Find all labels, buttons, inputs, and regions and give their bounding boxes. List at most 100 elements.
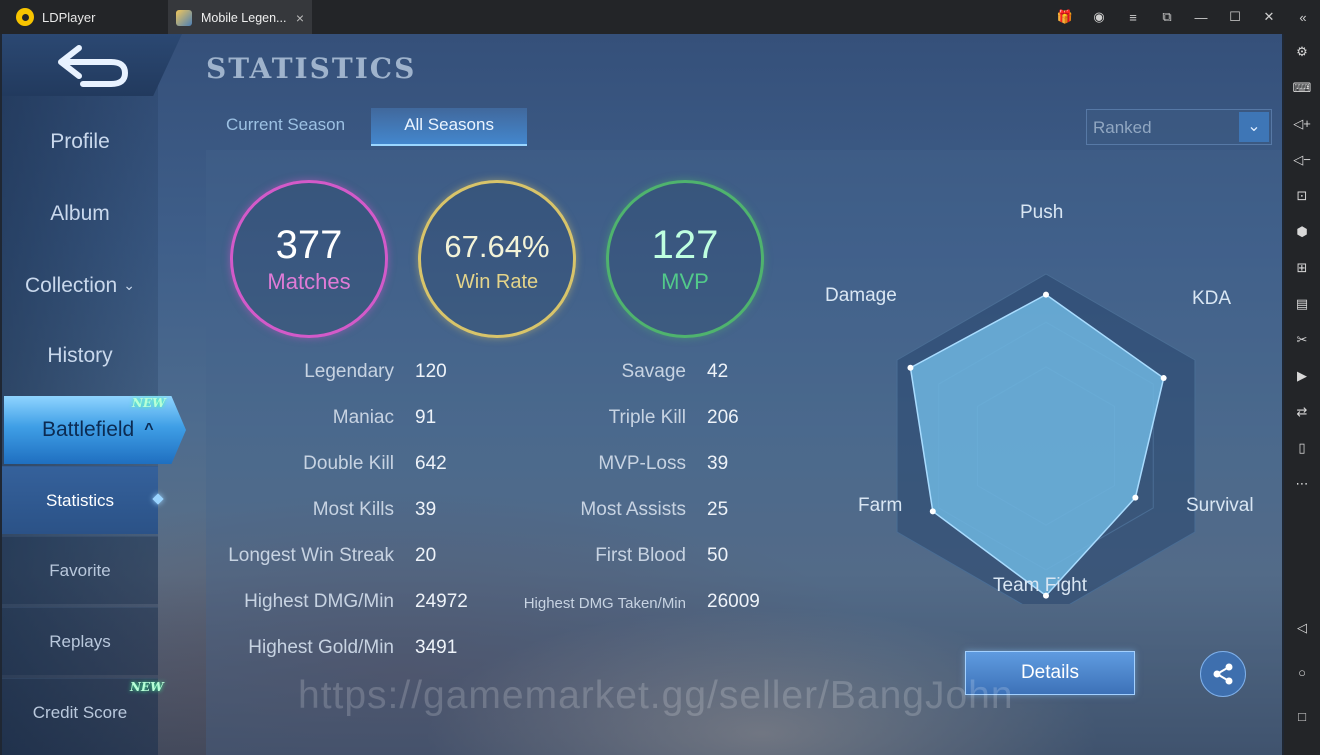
tab-current-season[interactable]: Current Season <box>226 115 346 134</box>
stat-value: 39 <box>707 453 729 474</box>
tab-all-seasons[interactable]: All Seasons <box>371 108 528 146</box>
stat-row-highest-dmg-min: Highest DMG/Min <box>2 591 394 617</box>
minimize-button[interactable]: — <box>1194 9 1208 25</box>
stat-value: 39 <box>415 499 437 520</box>
app-name: LDPlayer <box>42 9 96 25</box>
stat-row-triple-kill: Triple Kill <box>2 407 686 433</box>
sub-nav-replays[interactable]: Replays <box>2 607 158 675</box>
close-button[interactable]: ✕ <box>1263 9 1275 24</box>
stat-label: Maniac <box>332 407 394 428</box>
stat-value: 24972 <box>415 591 468 612</box>
maximize-button[interactable]: ☐ <box>1229 9 1241 24</box>
back-nav-icon[interactable]: ◁ <box>1297 620 1307 635</box>
new-badge-credit: NEW <box>130 680 164 694</box>
pip-icon[interactable]: ⧉ <box>1162 9 1172 24</box>
radar-label-kda: KDA <box>1192 288 1232 309</box>
gift-icon[interactable]: 🎁 <box>1056 9 1074 24</box>
stat-value: 3491 <box>415 637 458 658</box>
stat-row-maniac: Maniac <box>2 407 394 433</box>
stat-row-most-kills: Most Kills <box>2 499 394 525</box>
stat-label: Highest DMG Taken/Min <box>523 595 686 612</box>
volume-down-icon[interactable]: ◁− <box>1293 152 1311 167</box>
mvp-value: 127 <box>651 223 719 267</box>
nav-profile[interactable]: Profile <box>50 130 110 153</box>
details-button[interactable]: Details <box>965 651 1135 695</box>
scissors-icon[interactable]: ✂ <box>1296 332 1308 347</box>
radar-point-push <box>1043 291 1049 298</box>
sub-nav-favorite[interactable]: Favorite <box>2 536 158 604</box>
sync-icon[interactable]: ⇄ <box>1296 404 1308 419</box>
sub-nav-statistics[interactable]: Statistics <box>2 466 158 534</box>
apk-icon[interactable]: ▤ <box>1295 296 1309 311</box>
multi-instance-icon[interactable]: ▯ <box>1298 440 1306 455</box>
game-tab-title: Mobile Legen... <box>201 11 287 25</box>
stat-label: Most Kills <box>312 499 394 520</box>
title-bar: LDPlayer Mobile Legen... × 🎁 ◉ ≡ ⧉ — ☐ ✕… <box>0 0 1320 34</box>
radar-label-farm: Farm <box>858 495 903 516</box>
stat-label: Highest Gold/Min <box>248 637 394 658</box>
stat-row-double-kill: Double Kill <box>2 453 394 479</box>
share-button[interactable] <box>1200 651 1246 697</box>
stat-label: First Blood <box>595 545 686 566</box>
stat-label: MVP-Loss <box>598 453 686 474</box>
record-icon[interactable]: ▶ <box>1297 368 1307 383</box>
add-icon[interactable]: ⊞ <box>1296 260 1308 275</box>
nav-album[interactable]: Album <box>50 202 110 225</box>
right-toolbar: ⚙ ⌨ ◁+ ◁− ⊡ ⬢ ⊞ ▤ ✂ ▶ ⇄ ▯ ⋯ ◁ ○ □ <box>1284 34 1320 755</box>
collapse-toolbar-icon[interactable]: « <box>1299 9 1307 25</box>
stat-row-highest-dmg-taken: Highest DMG Taken/Min <box>2 595 686 621</box>
stat-row-legendary: Legendary <box>2 361 394 387</box>
more-icon[interactable]: ⋯ <box>1295 476 1309 491</box>
stat-label: Longest Win Streak <box>228 545 394 566</box>
stat-value: 50 <box>707 545 729 566</box>
window-controls: 🎁 ◉ ≡ ⧉ — ☐ ✕ « <box>1048 0 1320 34</box>
home-nav-icon[interactable]: ○ <box>1298 664 1306 680</box>
stat-row-first-blood: First Blood <box>2 545 686 571</box>
matches-label: Matches <box>267 269 351 294</box>
chevron-down-icon: ⌄ <box>1239 112 1269 142</box>
win-rate-circle: 67.64% Win Rate <box>418 180 576 338</box>
watermark: https://gamemarket.gg/seller/BangJohn <box>298 674 1014 717</box>
menu-icon[interactable]: ≡ <box>1129 9 1137 25</box>
chevron-up-icon: ^ <box>144 421 154 438</box>
stat-row-highest-gold-min: Highest Gold/Min <box>2 637 394 663</box>
matches-value: 377 <box>275 223 343 267</box>
volume-up-icon[interactable]: ◁+ <box>1293 116 1311 131</box>
screenshot-icon[interactable]: ⊡ <box>1296 188 1308 203</box>
back-button[interactable] <box>2 34 182 96</box>
stat-value: 206 <box>707 407 739 428</box>
radar-label-survival: Survival <box>1186 495 1254 516</box>
radar-point-kda <box>1160 375 1167 382</box>
page-title: STATISTICS <box>206 52 417 85</box>
tab-close-icon[interactable]: × <box>295 10 304 26</box>
keyboard-icon[interactable]: ⌨ <box>1292 80 1312 95</box>
recent-nav-icon[interactable]: □ <box>1298 708 1306 724</box>
nav-collection[interactable]: Collection ⌄ <box>2 274 158 298</box>
nav-history[interactable]: History <box>47 344 113 367</box>
matches-circle: 377 Matches <box>230 180 388 338</box>
account-icon[interactable]: ◉ <box>1093 9 1105 24</box>
mode-dropdown[interactable]: Ranked ⌄ <box>1086 109 1272 145</box>
stat-label: Legendary <box>304 361 394 382</box>
stat-value: 20 <box>415 545 437 566</box>
mode-dropdown-value: Ranked <box>1093 118 1152 137</box>
install-apk-icon[interactable]: ⬢ <box>1296 224 1308 239</box>
left-navigation <box>2 34 158 755</box>
stat-label: Highest DMG/Min <box>244 591 394 612</box>
radar-label-team-fight: Team Fight <box>993 575 1087 596</box>
nav-battlefield[interactable]: Battlefield ^ <box>4 396 186 464</box>
game-tab[interactable]: Mobile Legen... × <box>168 0 312 34</box>
stat-label: Double Kill <box>303 453 394 474</box>
stat-label: Triple Kill <box>608 407 686 428</box>
stat-value: 642 <box>415 453 447 474</box>
sub-nav-credit-score[interactable]: Credit Score <box>2 678 158 755</box>
radar-label-push: Push <box>1020 202 1064 223</box>
mvp-label: MVP <box>661 269 709 294</box>
mvp-circle: 127 MVP <box>606 180 764 338</box>
season-tabs: Current Season All Seasons <box>214 108 528 146</box>
game-tab-icon <box>176 10 192 26</box>
share-icon <box>1213 663 1233 685</box>
settings-icon[interactable]: ⚙ <box>1296 44 1308 59</box>
radar-point-team-fight <box>1043 592 1049 599</box>
stat-row-savage: Savage <box>2 361 686 387</box>
